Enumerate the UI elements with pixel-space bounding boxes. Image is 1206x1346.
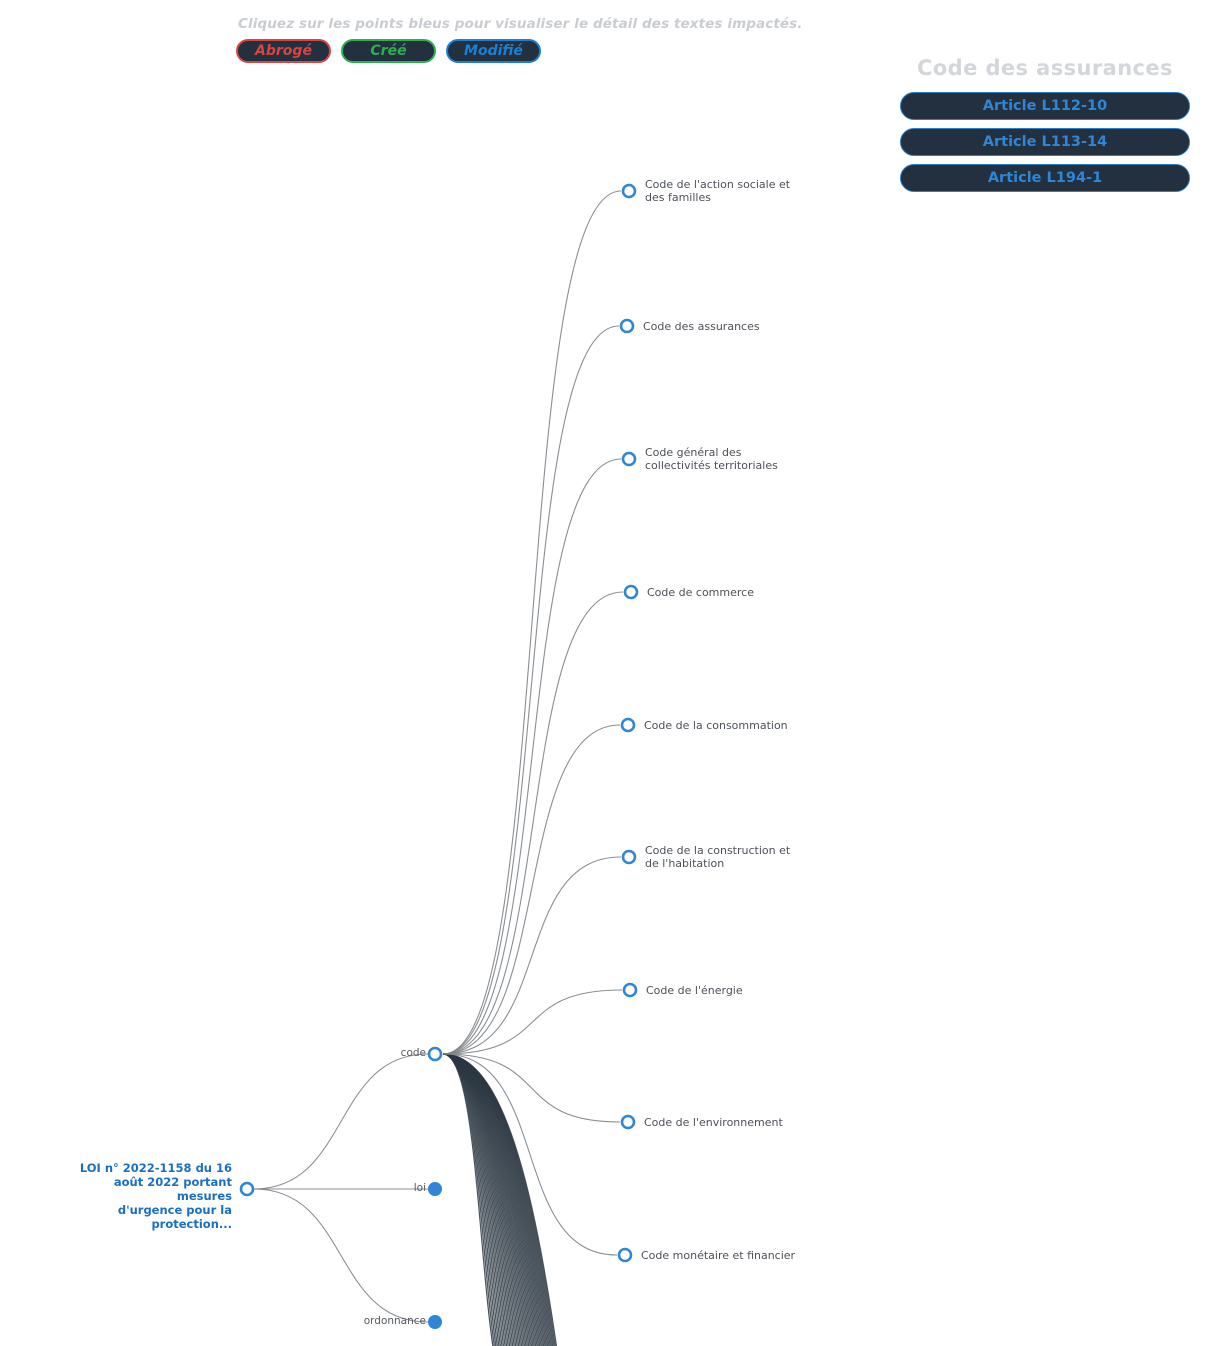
article-pill-l113-14[interactable]: Article L113-14: [900, 128, 1190, 156]
legend-pill-modifie[interactable]: Modifié: [446, 39, 541, 63]
graph-node-leaf[interactable]: [619, 318, 635, 334]
graph-node-label-leaf: Code des assurances: [643, 320, 760, 333]
graph-node-leaf[interactable]: [621, 849, 637, 865]
graph-node-leaf[interactable]: [623, 584, 639, 600]
graph-link-bundle: [442, 1053, 543, 1346]
graph-link-code-leaf: [442, 724, 621, 1055]
graph-link-bundle: [442, 1053, 511, 1346]
graph-link-bundle: [442, 1053, 514, 1346]
graph-link-bundle: [442, 1053, 512, 1346]
graph-link-bundle: [442, 1053, 539, 1346]
graph-node-label-leaf: Code de la consommation: [644, 719, 788, 732]
graph-link-bundle: [442, 1053, 546, 1346]
legend-pill-cree[interactable]: Créé: [341, 39, 436, 63]
graph-link-code-leaf: [442, 458, 622, 1055]
graph-link-bundle: [442, 1053, 549, 1346]
graph-link-bundle: [442, 1053, 501, 1346]
graph-node-label-leaf: Code de l'énergie: [646, 984, 743, 997]
graph-link-code-leaf: [442, 190, 622, 1055]
graph-link-code-leaf: [442, 856, 622, 1055]
graph-link-bundle: [442, 1053, 547, 1346]
graph-node-root-label: LOI n° 2022-1158 du 16 août 2022 portant…: [79, 1161, 232, 1231]
graph-node-root[interactable]: [239, 1181, 255, 1197]
link-bundle-offscreen: [442, 1053, 558, 1346]
legend-hint: Cliquez sur les points bleus pour visual…: [238, 16, 803, 32]
graph-node-label-leaf: Code de la construction et de l'habitati…: [645, 844, 791, 870]
graph-node-label-ordonnance: ordonnance: [363, 1315, 426, 1327]
graph-node-label-loi: loi: [413, 1182, 426, 1194]
graph-node-label-leaf: Code général des collectivités territori…: [645, 446, 778, 472]
graph-node-leaf[interactable]: [622, 982, 638, 998]
graph-link-bundle: [442, 1053, 506, 1346]
graph-node-label-leaf: Code de l'action sociale et des familles: [645, 178, 791, 204]
graph-link-bundle: [442, 1053, 541, 1346]
graph-link-bundle: [442, 1053, 555, 1346]
graph-link-bundle: [442, 1053, 558, 1346]
graph-link-code-leaf: [442, 591, 624, 1055]
graph-link-bundle: [442, 1053, 545, 1346]
graph-link-code-leaf: [442, 1053, 621, 1123]
graph-node-category-code[interactable]: [427, 1046, 443, 1062]
graph-nodes: [239, 183, 639, 1329]
graph-link-root-ordonnance: [253, 1188, 429, 1323]
graph-node-leaf[interactable]: [621, 183, 637, 199]
graph-node-label-leaf: Code de l'environnement: [644, 1116, 783, 1129]
graph-link-bundle: [442, 1053, 508, 1346]
graph-node-label-leaf: Code de commerce: [647, 586, 754, 599]
legend-buttons: Abrogé Créé Modifié: [236, 39, 836, 63]
graph-link-code-leaf: [442, 1053, 618, 1256]
graph-node-category-ordonnance[interactable]: [428, 1315, 442, 1329]
graph-node-label-leaf: Code monétaire et financier: [641, 1249, 796, 1262]
legend-pill-abroge[interactable]: Abrogé: [236, 39, 331, 63]
graph-link-code-leaf: [442, 325, 620, 1055]
graph-link-bundle: [442, 1053, 509, 1346]
graph-link-bundle: [442, 1053, 503, 1346]
graph-link-root-code: [253, 1053, 429, 1190]
graph-link-code-leaf: [442, 989, 623, 1055]
side-panel: Code des assurances Article L112-10 Arti…: [900, 56, 1190, 200]
article-pill-l194-1[interactable]: Article L194-1: [900, 164, 1190, 192]
graph-links: [253, 190, 624, 1323]
article-pill-l112-10[interactable]: Article L112-10: [900, 92, 1190, 120]
graph-link-bundle: [442, 1053, 542, 1346]
legend-area: Cliquez sur les points bleus pour visual…: [236, 16, 836, 63]
graph-link-bundle: [442, 1053, 505, 1346]
graph-link-bundle: [442, 1053, 556, 1346]
graph-node-leaf[interactable]: [617, 1247, 633, 1263]
graph-node-category-loi[interactable]: [428, 1182, 442, 1196]
graph-node-leaf[interactable]: [621, 451, 637, 467]
graph-node-label-code: code: [400, 1047, 426, 1059]
side-panel-title: Code des assurances: [917, 56, 1173, 80]
graph-node-leaf[interactable]: [620, 717, 636, 733]
graph-node-leaf[interactable]: [620, 1114, 636, 1130]
